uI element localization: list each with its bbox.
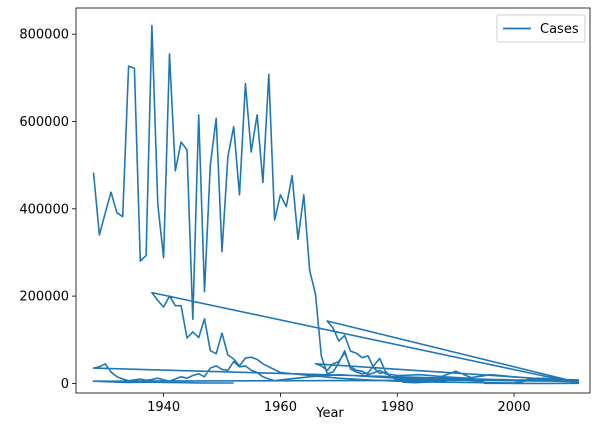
y-tick-label: 200000 — [19, 290, 69, 305]
y-tick-label: 800000 — [19, 28, 69, 43]
y-tick-label: 0 — [61, 377, 69, 392]
legend-box — [496, 14, 586, 43]
y-tick-label: 400000 — [19, 202, 69, 217]
plot-area-border — [75, 7, 591, 394]
x-axis: 1940 1960 1980 2000 — [147, 393, 531, 415]
x-tick-label: 2000 — [498, 400, 531, 415]
x-tick-label: 1960 — [264, 400, 297, 415]
x-tick-label: 1980 — [381, 400, 414, 415]
legend-label-cases: Cases — [540, 22, 579, 37]
series-line-cases — [92, 24, 580, 385]
x-axis-label: Year — [315, 406, 344, 421]
series-layer — [92, 24, 580, 385]
y-tick-label: 600000 — [19, 115, 69, 130]
y-axis: 0 200000 400000 600000 800000 — [19, 28, 76, 392]
axes-frame — [75, 7, 591, 394]
x-tick-label: 1940 — [147, 400, 180, 415]
legend: Cases — [496, 14, 586, 43]
